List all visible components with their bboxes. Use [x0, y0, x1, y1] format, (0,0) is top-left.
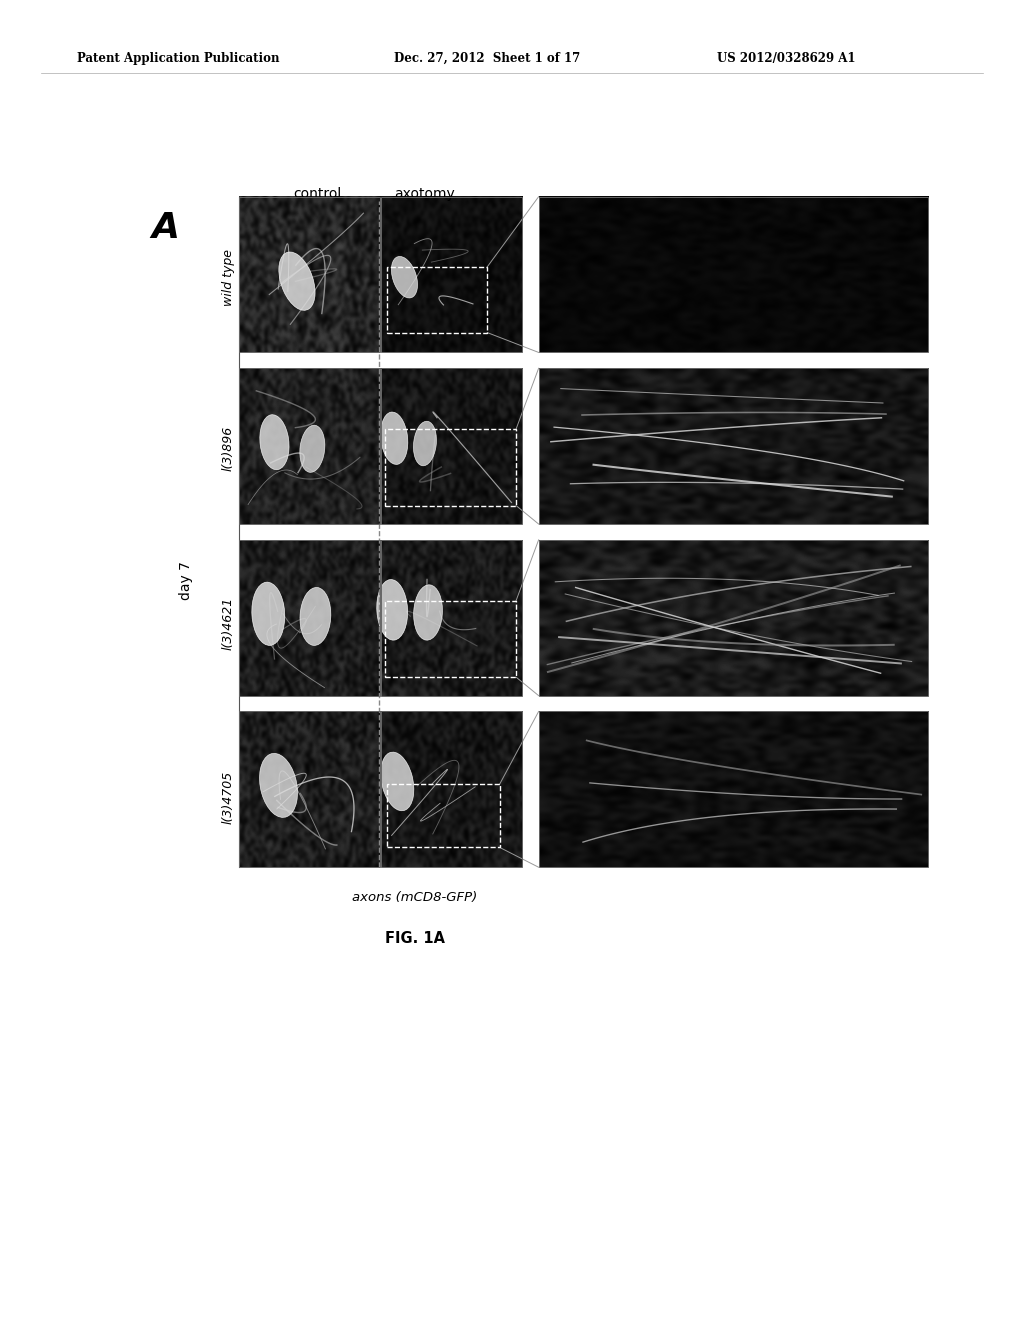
Text: A: A: [152, 211, 179, 246]
Text: US 2012/0328629 A1: US 2012/0328629 A1: [717, 53, 855, 65]
Bar: [381, 540, 522, 696]
Text: Dec. 27, 2012  Sheet 1 of 17: Dec. 27, 2012 Sheet 1 of 17: [394, 53, 581, 65]
Bar: [539, 711, 928, 867]
Ellipse shape: [414, 421, 436, 466]
Ellipse shape: [259, 754, 298, 817]
Text: control: control: [293, 186, 342, 201]
Text: l(3)4621: l(3)4621: [222, 597, 234, 649]
Ellipse shape: [377, 579, 408, 640]
Text: day 7: day 7: [179, 561, 194, 601]
Bar: [239, 540, 380, 696]
Text: axons (mCD8-GFP): axons (mCD8-GFP): [352, 891, 477, 904]
Bar: [539, 197, 928, 352]
Bar: [539, 368, 928, 524]
Ellipse shape: [381, 752, 414, 810]
Ellipse shape: [279, 252, 315, 310]
Bar: [239, 711, 380, 867]
Bar: [381, 197, 522, 352]
Text: Patent Application Publication: Patent Application Publication: [77, 53, 280, 65]
Ellipse shape: [300, 587, 331, 645]
Ellipse shape: [260, 414, 289, 470]
Text: wild type: wild type: [222, 248, 234, 306]
Ellipse shape: [300, 425, 325, 473]
Bar: [539, 540, 928, 696]
Text: axotomy: axotomy: [394, 186, 456, 201]
Ellipse shape: [381, 412, 408, 465]
Text: l(3)4705: l(3)4705: [222, 771, 234, 824]
Ellipse shape: [414, 585, 442, 640]
Bar: [385, 601, 516, 677]
Text: l(3)896: l(3)896: [222, 426, 234, 471]
Bar: [387, 267, 487, 333]
Bar: [387, 784, 500, 847]
Ellipse shape: [252, 582, 285, 645]
Bar: [381, 711, 522, 867]
Ellipse shape: [391, 256, 418, 298]
Bar: [381, 368, 522, 524]
Bar: [385, 429, 516, 506]
Bar: [239, 197, 380, 352]
Bar: [239, 368, 380, 524]
Text: FIG. 1A: FIG. 1A: [385, 931, 444, 945]
